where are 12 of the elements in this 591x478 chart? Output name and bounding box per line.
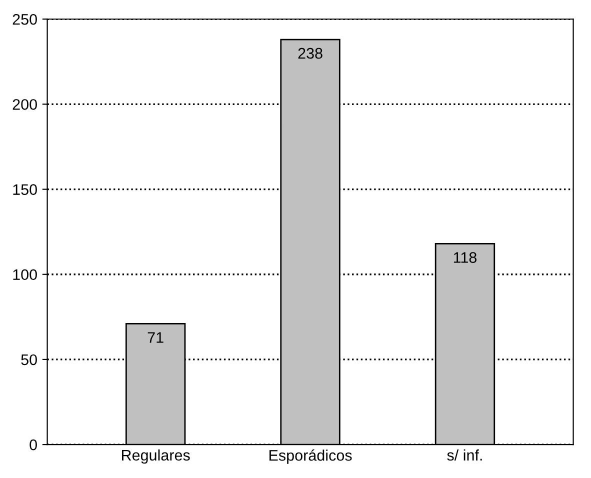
y-tick-label: 0 <box>30 439 37 450</box>
y-tick-label: 150 <box>13 184 37 195</box>
data-label: 118 <box>454 252 476 263</box>
y-tick-label: 50 <box>21 354 37 366</box>
data-label: 238 <box>298 48 322 59</box>
x-tick-label: s/ inf. <box>447 449 482 461</box>
y-tick-label: 250 <box>12 14 37 25</box>
y-tick-label: 200 <box>12 99 37 110</box>
y-tick-label: 100 <box>13 269 37 280</box>
data-label: 71 <box>148 332 164 343</box>
x-tick-label: Esporádicos <box>269 449 352 464</box>
x-tick-label: Regulares <box>122 449 190 464</box>
